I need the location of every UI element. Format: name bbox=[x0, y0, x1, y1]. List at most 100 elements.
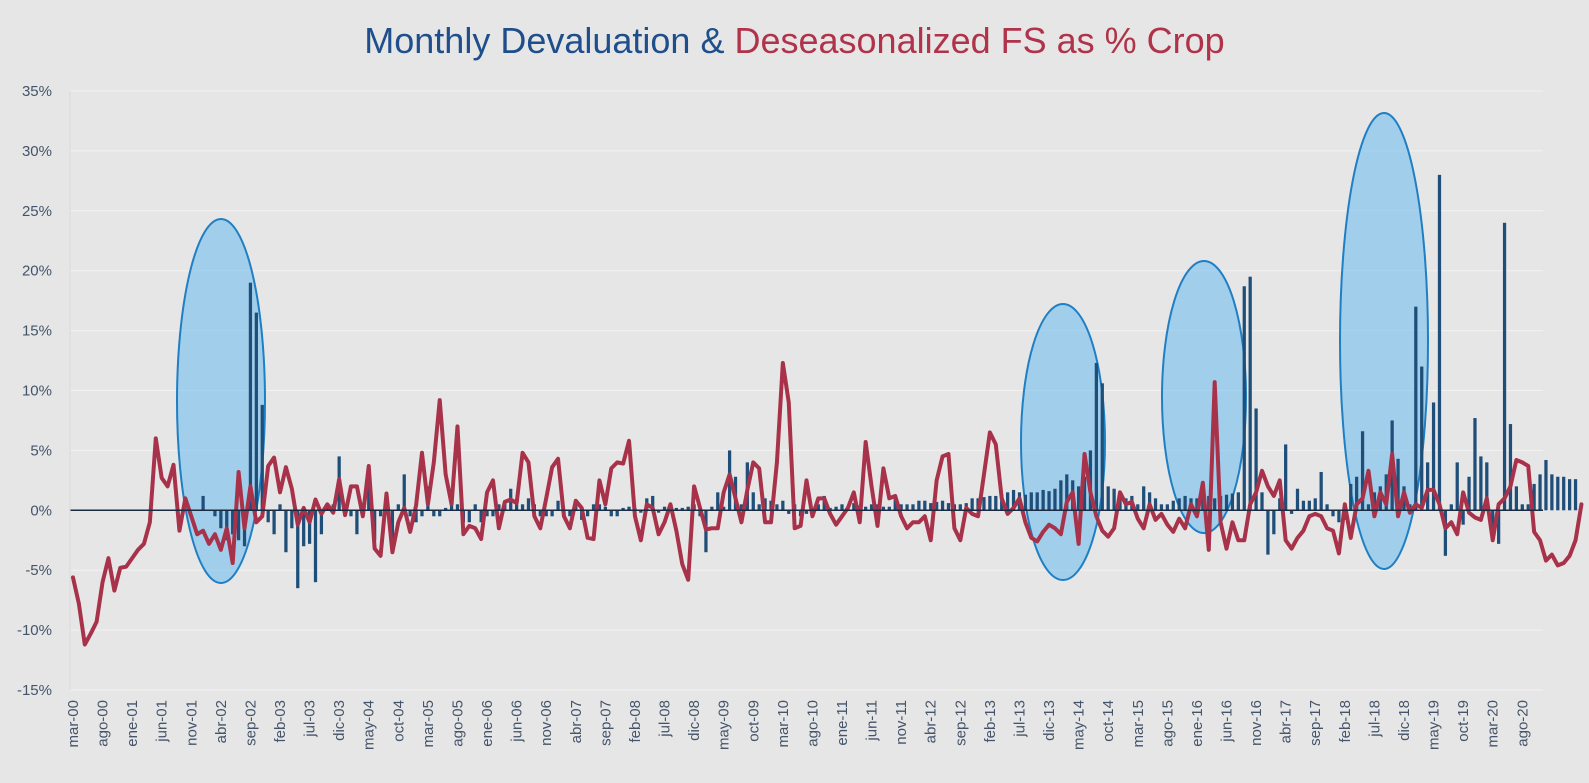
bar bbox=[1289, 510, 1294, 514]
bar bbox=[680, 507, 684, 511]
x-tick-label: ago-15 bbox=[1159, 700, 1176, 747]
bar bbox=[1023, 494, 1028, 511]
bar bbox=[1272, 510, 1276, 535]
y-tick-label: 5% bbox=[30, 442, 52, 459]
bar bbox=[1266, 510, 1270, 555]
bar bbox=[1331, 510, 1335, 517]
bar bbox=[1278, 498, 1282, 511]
x-tick-label: sep-07 bbox=[597, 700, 614, 746]
bar bbox=[367, 480, 371, 511]
bar bbox=[467, 510, 471, 523]
bar bbox=[1396, 458, 1400, 511]
bar bbox=[1041, 489, 1045, 511]
bar bbox=[1029, 492, 1033, 511]
x-tick-label: mar-20 bbox=[1485, 700, 1502, 748]
x-tick-label: jul-08 bbox=[657, 700, 674, 738]
bar bbox=[651, 495, 655, 511]
bar bbox=[497, 504, 501, 511]
bar bbox=[940, 500, 945, 511]
bar bbox=[674, 507, 678, 511]
bar bbox=[887, 506, 891, 511]
bar bbox=[402, 474, 406, 511]
bar bbox=[1106, 486, 1110, 511]
bar bbox=[970, 498, 974, 511]
bar bbox=[1147, 492, 1152, 511]
x-tick-label: ene-11 bbox=[834, 700, 851, 746]
bar bbox=[935, 501, 939, 511]
bar bbox=[603, 506, 607, 511]
x-tick-label: nov-06 bbox=[538, 700, 555, 746]
bar bbox=[982, 497, 986, 511]
x-tick-label: nov-11 bbox=[893, 700, 910, 745]
bar bbox=[591, 504, 596, 511]
bar bbox=[390, 510, 395, 553]
x-tick-label: oct-14 bbox=[1100, 700, 1117, 742]
bar bbox=[1567, 479, 1572, 511]
x-tick-label: may-19 bbox=[1426, 700, 1443, 750]
bar bbox=[1360, 431, 1365, 511]
bar bbox=[349, 510, 353, 517]
x-tick-label: may-09 bbox=[716, 700, 733, 750]
bar bbox=[994, 495, 998, 511]
x-tick-label: may-04 bbox=[361, 700, 378, 750]
bar bbox=[615, 510, 619, 517]
bar bbox=[1449, 504, 1453, 511]
bar bbox=[236, 510, 241, 541]
bar bbox=[893, 498, 897, 511]
bar bbox=[449, 504, 454, 511]
bar bbox=[260, 404, 264, 511]
bar bbox=[550, 510, 554, 517]
bar bbox=[1562, 476, 1566, 511]
y-tick-label: 0% bbox=[30, 502, 52, 519]
x-tick-label: may-14 bbox=[1071, 700, 1088, 750]
chart-title-part1: Monthly Devaluation & bbox=[364, 20, 735, 61]
bar bbox=[1520, 504, 1524, 511]
bar bbox=[219, 510, 223, 529]
x-tick-label: dic-08 bbox=[686, 700, 703, 741]
bar bbox=[1053, 488, 1057, 511]
bar bbox=[1082, 476, 1087, 511]
x-tick-label: abr-07 bbox=[568, 700, 585, 743]
bar bbox=[1491, 510, 1495, 535]
bar bbox=[1094, 362, 1098, 511]
bar bbox=[1136, 504, 1140, 511]
line-series-path bbox=[70, 360, 1584, 647]
x-tick-label: sep-02 bbox=[242, 700, 259, 746]
bar bbox=[455, 504, 460, 511]
x-tick-label: nov-01 bbox=[183, 700, 200, 746]
bar bbox=[1254, 408, 1258, 511]
bar bbox=[1366, 504, 1371, 511]
x-tick-label: jul-18 bbox=[1366, 700, 1383, 738]
bar bbox=[302, 510, 306, 547]
bar bbox=[1467, 476, 1471, 511]
bar bbox=[716, 492, 720, 511]
x-tick-label: ago-20 bbox=[1514, 700, 1531, 747]
bar bbox=[585, 510, 590, 517]
x-tick-label: jul-03 bbox=[302, 700, 319, 738]
bar bbox=[988, 495, 992, 511]
y-tick-label: 10% bbox=[22, 383, 52, 400]
x-tick-label: jun-06 bbox=[509, 700, 526, 743]
x-axis-ticks: mar-00 ago-00 ene-01 jun-01 nov-01 abr-02 sep-… bbox=[65, 700, 1531, 750]
x-tick-label: ago-00 bbox=[95, 700, 112, 747]
bar bbox=[520, 504, 525, 511]
bar bbox=[1153, 498, 1158, 511]
bar bbox=[1076, 486, 1081, 511]
bar bbox=[1550, 474, 1554, 511]
bar bbox=[1142, 486, 1146, 511]
bar bbox=[296, 510, 300, 589]
bar bbox=[1532, 483, 1536, 511]
y-tick-label: -15% bbox=[17, 682, 52, 699]
x-tick-label: mar-15 bbox=[1130, 700, 1147, 748]
bar bbox=[1177, 498, 1181, 511]
x-tick-label: abr-02 bbox=[213, 700, 230, 743]
bar bbox=[1325, 504, 1329, 511]
bar bbox=[662, 506, 667, 511]
x-tick-label: mar-05 bbox=[420, 700, 437, 748]
bar bbox=[1420, 366, 1424, 511]
gridlines bbox=[70, 90, 1543, 691]
bar bbox=[1461, 510, 1465, 525]
bar bbox=[1431, 402, 1436, 511]
line-series bbox=[70, 360, 1584, 647]
bar bbox=[899, 504, 903, 511]
